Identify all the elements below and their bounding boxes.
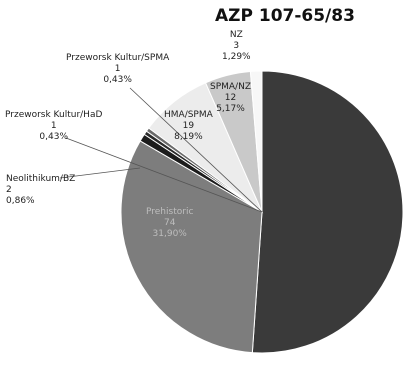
label-spma-nz: SPMA/NZ 12 5,17% — [210, 82, 251, 115]
label-nz: NZ 3 1,29% — [222, 30, 251, 63]
label-neolithikum-bz-count: 2 — [6, 185, 12, 195]
leader-line-2 — [65, 137, 263, 213]
label-prehistoric: Prehistoric 74 31,90% — [146, 207, 193, 240]
label-przeworsk-had-count: 1 — [50, 121, 57, 131]
leader-line-3 — [59, 167, 141, 179]
label-przeworsk-spma-name: Przeworsk Kultur/SPMA — [66, 53, 170, 63]
label-neolithikum-bz: Neolithikum/BZ 2 0,86% — [6, 174, 75, 207]
label-przeworsk-spma-count: 1 — [114, 64, 121, 74]
label-neolithikum-bz-name: Neolithikum/BZ — [6, 174, 76, 184]
label-hma-spma-percent: 8,19% — [174, 132, 203, 142]
label-nz-percent: 1,29% — [222, 52, 251, 62]
label-przeworsk-spma: Przeworsk Kultur/SPMA 1 0,43% — [66, 53, 169, 86]
label-neolithikum-bz-percent: 0,86% — [6, 196, 35, 206]
label-spma-nz-percent: 5,17% — [216, 104, 245, 114]
leader-lines — [59, 87, 263, 213]
chart-title: AZP 107-65/83 — [215, 6, 355, 26]
label-hma-spma-count: 19 — [182, 121, 195, 131]
pie-slice-main — [251, 70, 404, 354]
label-hma-spma-name: HMA/SPMA — [164, 110, 213, 120]
label-prehistoric-count: 74 — [163, 218, 176, 228]
pie-slices — [120, 70, 404, 354]
label-nz-count: 3 — [233, 41, 240, 51]
pie-slice-prehistoric — [120, 140, 263, 354]
label-hma-spma: HMA/SPMA 19 8,19% — [164, 110, 213, 143]
label-spma-nz-name: SPMA/NZ — [210, 82, 251, 92]
label-przeworsk-had-name: Przeworsk Kultur/HaD — [5, 110, 103, 120]
pie-slice-nz — [249, 70, 263, 213]
label-przeworsk-spma-percent: 0,43% — [103, 75, 132, 85]
label-przeworsk-had: Przeworsk Kultur/HaD 1 0,43% — [5, 110, 102, 143]
label-spma-nz-count: 12 — [224, 93, 237, 103]
leader-line-1 — [129, 87, 263, 213]
label-prehistoric-percent: 31,90% — [152, 229, 187, 239]
label-przeworsk-had-percent: 0,43% — [39, 132, 68, 142]
label-prehistoric-name: Prehistoric — [146, 207, 194, 217]
label-nz-name: NZ — [229, 30, 243, 40]
